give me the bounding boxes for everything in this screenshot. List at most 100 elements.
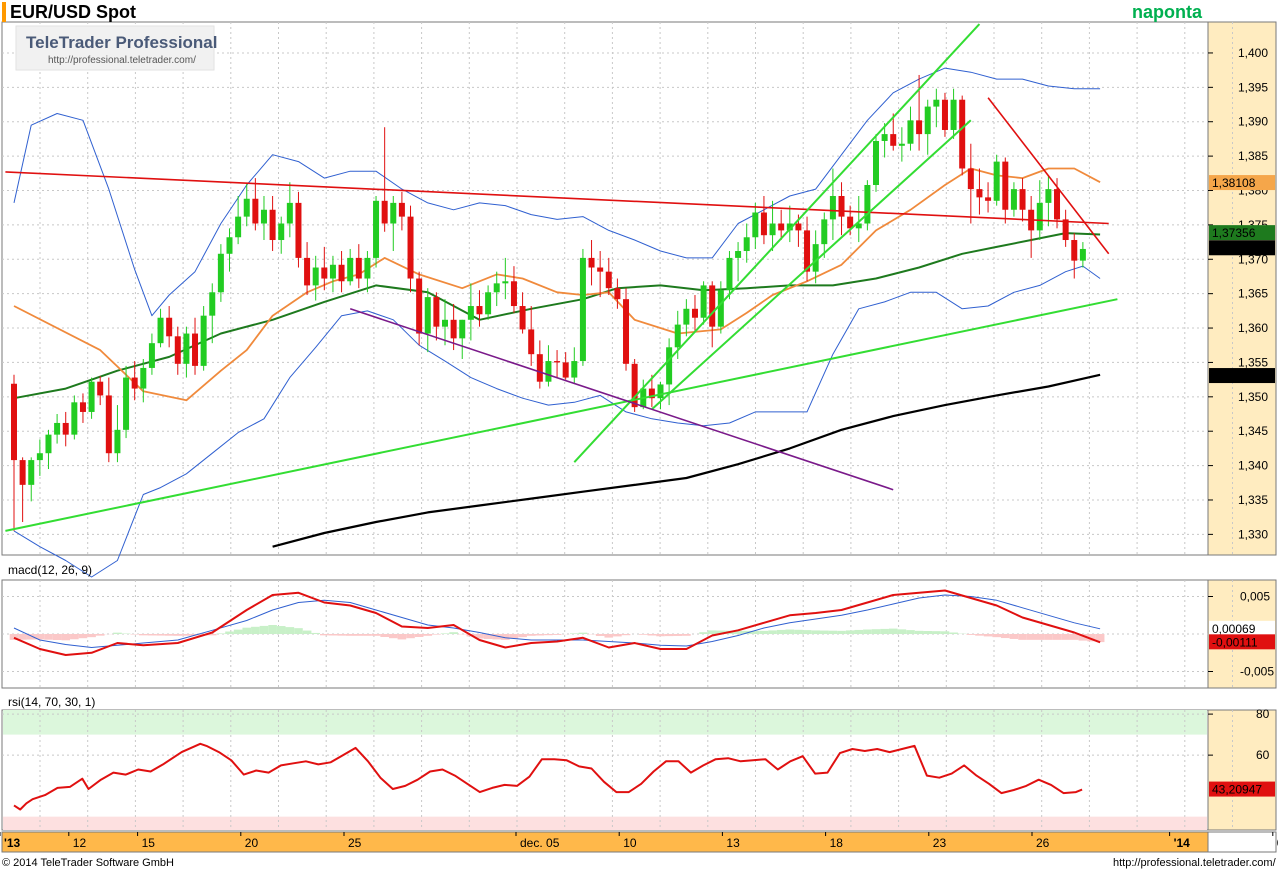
macd-histogram-bar — [1052, 634, 1062, 640]
macd-histogram-bar — [414, 634, 424, 637]
macd-histogram-bar — [975, 634, 984, 636]
price-axis-label: 1,365 — [1238, 287, 1268, 301]
macd-value-label: -0,00111 — [1212, 635, 1258, 649]
macd-histogram-bar — [544, 634, 553, 636]
price-axis-label: 1,400 — [1238, 46, 1268, 60]
date-axis-label: '13 — [4, 836, 21, 850]
macd-histogram-bar — [992, 634, 1001, 638]
copyright-text: © 2014 TeleTrader Software GmbH — [2, 857, 174, 869]
price-value-label-box — [1209, 240, 1275, 256]
macd-histogram-bar — [716, 630, 726, 634]
date-axis-label: dec. 05 — [520, 836, 560, 850]
macd-histogram-bar — [345, 634, 355, 636]
candle-bull — [769, 223, 776, 236]
price-value-label-box — [1209, 368, 1275, 384]
date-axis-bar — [1, 831, 1209, 853]
date-axis-label: 23 — [933, 836, 947, 850]
trend-line-green — [573, 23, 981, 463]
macd-histogram-bar — [440, 633, 450, 634]
candle-bear — [709, 285, 716, 327]
price-axis-label: 1,395 — [1238, 80, 1268, 94]
candle-bear — [1002, 161, 1009, 210]
candle-bull — [424, 297, 431, 334]
macd-value-label: 0,00069 — [1212, 622, 1256, 636]
macd-histogram-bar — [492, 634, 502, 640]
macd-histogram-bar — [173, 634, 183, 636]
price-axis-label: 1,360 — [1238, 321, 1268, 335]
candle-bear — [959, 99, 966, 169]
candle-bear — [838, 195, 845, 217]
macd-histogram-bar — [328, 634, 338, 636]
rsi-title: rsi(14, 70, 30, 1) — [8, 695, 95, 709]
macd-histogram-bar — [509, 634, 519, 639]
date-axis-label: 25 — [348, 836, 362, 850]
candle-bear — [398, 202, 405, 217]
watermark-title: TeleTrader Professional — [26, 33, 217, 52]
macd-histogram-bar — [819, 630, 829, 634]
macd-histogram-bar — [906, 630, 915, 634]
macd-histogram-bar — [1026, 634, 1036, 640]
candle-bull — [898, 143, 905, 146]
macd-histogram-bar — [604, 634, 614, 638]
macd-histogram-bar — [61, 634, 71, 641]
macd-histogram-bar — [268, 625, 277, 634]
bollinger-upper-line — [13, 67, 1101, 317]
macd-histogram-bar — [52, 634, 62, 640]
trend-line-red — [987, 97, 1110, 255]
candle-bear — [614, 288, 621, 300]
bollinger-lower-line — [13, 265, 1101, 578]
candle-bear — [11, 383, 17, 461]
candle-bull — [743, 237, 750, 252]
macd-histogram-bar — [759, 630, 769, 634]
candle-bull — [442, 319, 448, 327]
price-axis-label: 1,340 — [1238, 459, 1268, 473]
macd-histogram-bar — [182, 634, 191, 636]
candle-bull — [148, 343, 155, 368]
macd-histogram-bar — [552, 634, 562, 635]
date-axis-label: 06 — [1277, 836, 1278, 850]
candle-bull — [140, 367, 147, 389]
price-axis-label: 1,350 — [1238, 390, 1268, 404]
axis-layer: 1,4001,3951,3901,3851,3801,3751,3701,365… — [0, 46, 1278, 850]
candle-bear — [597, 267, 604, 272]
trend-line-purple — [349, 308, 894, 491]
candle-bear — [519, 306, 526, 330]
candle-bull — [666, 347, 673, 385]
candle-bear — [321, 267, 328, 279]
candle-bear — [562, 362, 569, 378]
price-axis-label: 1,355 — [1238, 355, 1268, 369]
macd-histogram-bar — [70, 634, 79, 640]
macd-histogram-bar — [276, 626, 286, 634]
macd-value-label-box — [1209, 620, 1275, 636]
candle-bull — [123, 377, 130, 430]
macd-title: macd(12, 26, 9) — [8, 563, 92, 577]
macd-histogram-bar — [1061, 634, 1070, 640]
candle-bull — [36, 453, 43, 461]
background-layer — [1, 21, 1277, 853]
candle-bear — [416, 278, 423, 334]
macd-histogram-bar — [147, 634, 157, 636]
candle-bear — [476, 306, 483, 315]
macd-histogram-bar — [9, 634, 19, 640]
date-axis-label: 20 — [245, 836, 259, 850]
macd-histogram-bar — [888, 628, 898, 634]
macd-histogram-bar — [940, 631, 950, 634]
candle-bear — [62, 422, 69, 435]
candle-bear — [648, 388, 655, 399]
trend-lines-layer — [5, 23, 1118, 532]
candle-bear — [804, 230, 811, 272]
price-value-label: 1,37356 — [1212, 226, 1256, 240]
date-axis-label: 26 — [1036, 836, 1050, 850]
candle-bull — [786, 223, 793, 231]
candle-bull — [1010, 189, 1017, 210]
candle-bear — [304, 257, 311, 286]
candle-bull — [28, 460, 35, 485]
price-axis-label: 1,335 — [1238, 493, 1268, 507]
candle-bear — [433, 297, 440, 327]
macd-histogram-bar — [164, 634, 174, 636]
macd-histogram-bar — [1044, 634, 1053, 640]
candle-bear — [252, 198, 259, 224]
macd-histogram-bar — [475, 634, 484, 639]
candle-bear — [174, 336, 181, 364]
indicator-lines-layer — [9, 67, 1105, 811]
